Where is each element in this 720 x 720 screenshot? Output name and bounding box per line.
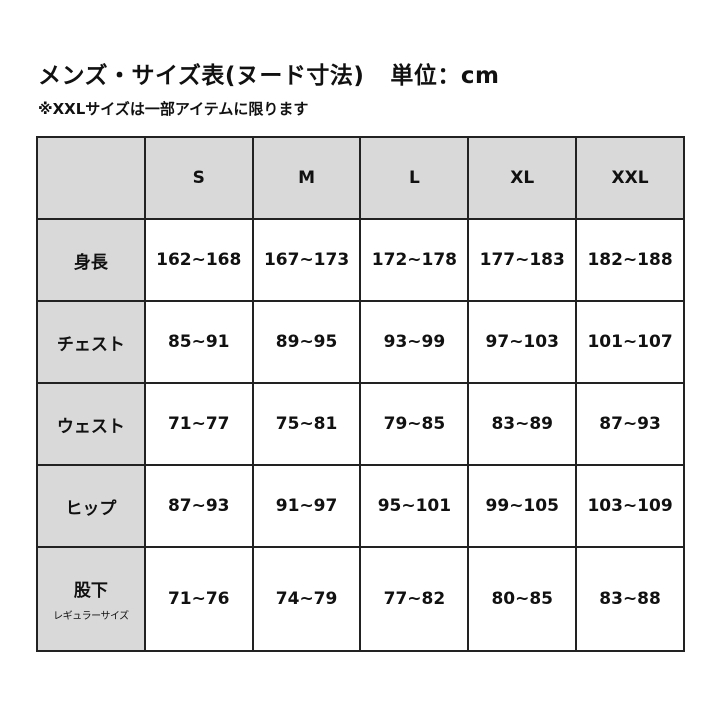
table-cell: 99~105 [467,464,578,548]
size-header: XL [467,136,578,220]
table-cell: 95~101 [359,464,470,548]
table-cell: 177~183 [467,218,578,302]
table-cell: 162~168 [143,218,254,302]
size-table: S M L XL XXL 身長 162~168 167~173 172~178 177~183 18… [36,136,685,652]
header-row: S M L XL XXL [36,136,685,220]
size-header: M [251,136,362,220]
page-title: メンズ・サイズ表(ヌード寸法) 単位：cm [38,56,499,90]
size-header: XXL [575,136,685,220]
table-cell: 93~99 [359,300,470,384]
row-label: チェスト [36,300,146,384]
table-cell: 83~88 [575,546,685,652]
row-label-text: 股下 [73,581,108,601]
row-label: 身長 [36,218,146,302]
corner-cell [36,136,146,220]
table-row: チェスト 85~91 89~95 93~99 97~103 101~107 [36,300,685,384]
table-cell: 83~89 [467,382,578,466]
size-header: L [359,136,470,220]
table-cell: 97~103 [467,300,578,384]
row-label-text: 身長 [73,252,108,273]
row-label: 股下レギュラーサイズ [36,546,146,652]
table-cell: 167~173 [251,218,362,302]
row-label-text: チェスト [56,334,125,355]
row-label: ヒップ [36,464,146,548]
table-cell: 85~91 [143,300,254,384]
row-label-text: ヒップ [65,498,117,519]
table-row: 股下 レギュラーサイズ 71~76 74~79 77~82 80~85 83~88 [36,546,685,652]
table-cell: 75~81 [251,382,362,466]
table-cell: 182~188 [575,218,685,302]
table-cell: 74~79 [251,546,362,652]
table-cell: 172~178 [359,218,470,302]
table-cell: 103~109 [575,464,685,548]
table-cell: 71~77 [143,382,254,466]
note: ※XXLサイズは一部アイテムに限ります [38,100,309,118]
table-row: ウェスト 71~77 75~81 79~85 83~89 87~93 [36,382,685,466]
table-cell: 101~107 [575,300,685,384]
row-label-text: ウェスト [56,416,125,437]
table-cell: 87~93 [143,464,254,548]
title-text: メンズ・サイズ表(ヌード寸法) [38,63,365,89]
table-cell: 79~85 [359,382,470,466]
table-cell: 71~76 [143,546,254,652]
size-header: S [143,136,254,220]
table-cell: 87~93 [575,382,685,466]
table-cell: 89~95 [251,300,362,384]
table-row: 身長 162~168 167~173 172~178 177~183 182~188 [36,218,685,302]
row-label: ウェスト [36,382,146,466]
unit-label: 単位：cm [390,63,500,89]
table-cell: 80~85 [467,546,578,652]
row-sublabel: レギュラーサイズ [53,611,129,622]
table-cell: 77~82 [359,546,470,652]
table-cell: 91~97 [251,464,362,548]
table-row: ヒップ 87~93 91~97 95~101 99~105 103~109 [36,464,685,548]
